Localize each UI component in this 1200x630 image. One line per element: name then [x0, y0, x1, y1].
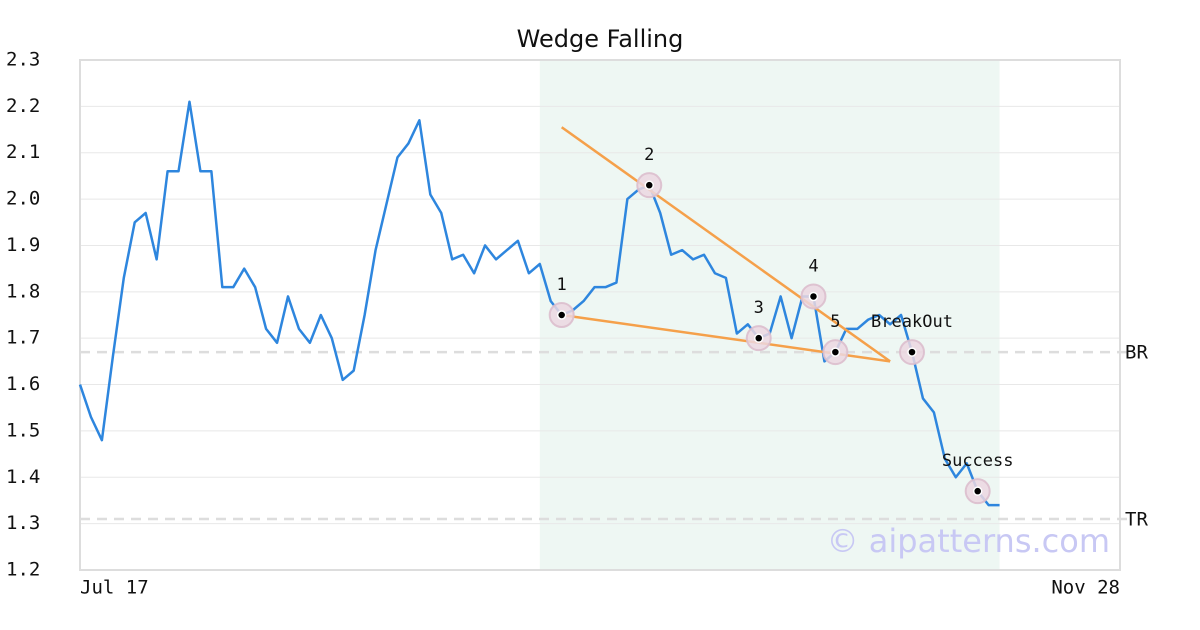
- point-dot: [808, 291, 819, 302]
- point-label: 1: [557, 275, 567, 295]
- plot-border: [79, 59, 1121, 571]
- y-tick-label: 1.9: [6, 234, 40, 256]
- level-label: BR: [1125, 342, 1148, 364]
- point-dot: [644, 180, 655, 190]
- y-tick-label: 1.7: [6, 327, 40, 349]
- point-label: Success: [942, 451, 1014, 471]
- y-tick-label: 1.8: [6, 280, 40, 302]
- y-tick-label: 1.6: [6, 373, 40, 395]
- point-label: 4: [808, 256, 818, 276]
- x-tick-label: Nov 28: [1051, 577, 1120, 599]
- point-label: 2: [644, 145, 654, 165]
- point-label: BreakOut: [871, 312, 953, 332]
- point-dot: [972, 486, 983, 496]
- y-tick-label: 1.4: [6, 466, 40, 488]
- y-tick-label: 1.3: [6, 512, 40, 534]
- y-tick-label: 2.1: [6, 141, 40, 163]
- y-tick-label: 2.0: [6, 188, 40, 210]
- watermark: © aipatterns.com: [827, 522, 1110, 560]
- level-label: TR: [1125, 509, 1148, 531]
- y-tick-label: 2.2: [6, 95, 40, 117]
- point-label: 3: [754, 298, 764, 318]
- trendline: [560, 126, 891, 363]
- y-tick-label: 1.5: [6, 419, 40, 441]
- point-dot: [830, 347, 841, 357]
- point-dot: [753, 333, 764, 343]
- shaded-region: [539, 60, 1000, 570]
- point-dot: [556, 310, 567, 320]
- point-dot: [907, 347, 917, 357]
- chart-title: Wedge Falling: [517, 25, 684, 53]
- y-tick-label: 1.2: [6, 559, 40, 581]
- y-tick-label: 2.3: [6, 49, 40, 71]
- point-label: 5: [830, 312, 840, 332]
- x-tick-label: Jul 17: [80, 577, 149, 599]
